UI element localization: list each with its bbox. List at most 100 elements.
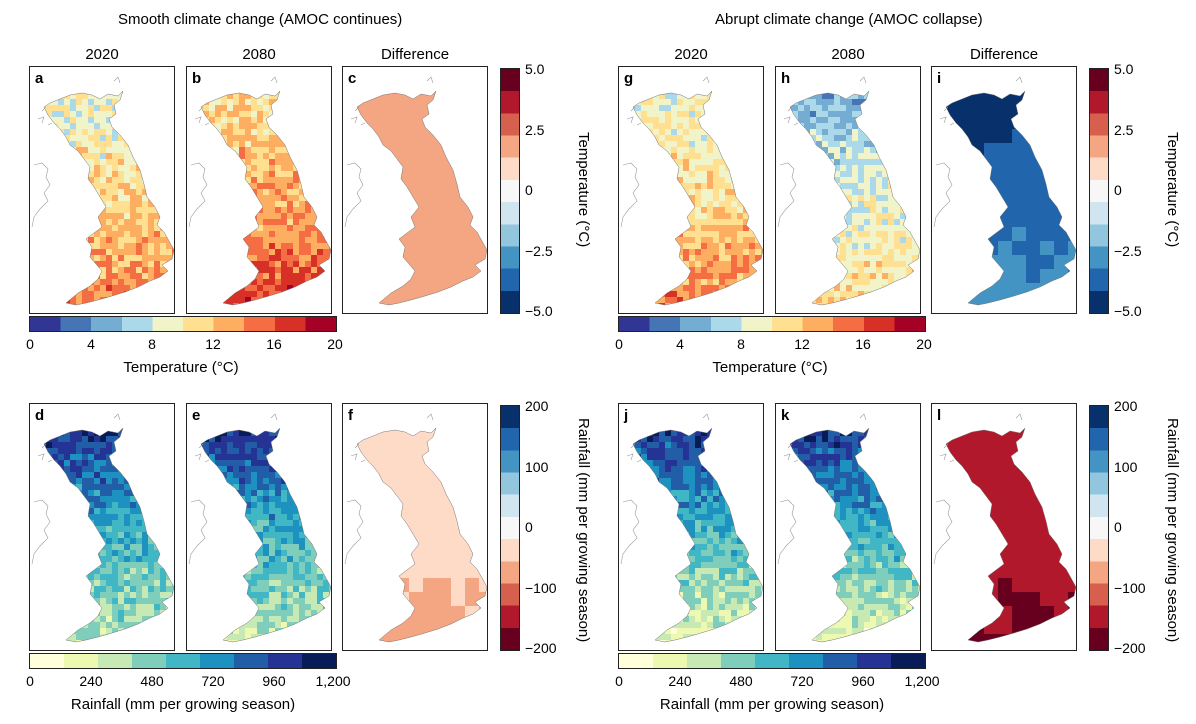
tick-16: 16 xyxy=(855,336,871,352)
panel-label-k: k xyxy=(781,407,790,424)
panel-l-rainfall-difference-abrupt: l xyxy=(931,403,1077,651)
ireland-outline xyxy=(188,499,208,565)
islands-outline xyxy=(37,76,121,126)
tick-0: 0 xyxy=(1114,519,1122,535)
tick-minus-100: −100 xyxy=(1114,580,1146,596)
panel-d-rainfall-2020-smooth: d xyxy=(29,403,175,651)
islands-outline xyxy=(350,76,434,126)
tick-5.0: 5.0 xyxy=(525,61,545,77)
britain-coastline xyxy=(200,90,331,306)
tick-200: 200 xyxy=(1114,398,1138,414)
islands-outline xyxy=(350,413,434,463)
tick-4: 4 xyxy=(676,336,684,352)
tick-minus-5.0: −5.0 xyxy=(525,303,553,319)
ireland-outline xyxy=(777,162,797,228)
tick-20: 20 xyxy=(916,336,932,352)
tick-minus-200: −200 xyxy=(525,640,557,656)
britain-coastline xyxy=(43,427,174,643)
panel-e-rainfall-2080-smooth: e xyxy=(186,403,332,651)
panel-label-j: j xyxy=(624,407,629,424)
col-header-difference-right: Difference xyxy=(969,46,1039,63)
panel-k-rainfall-2080-abrupt: k xyxy=(775,403,921,651)
britain-coastline xyxy=(945,427,1076,643)
rainfall-difference-title-left: Rainfall (mm per growing season) xyxy=(575,418,592,643)
britain-coastline xyxy=(200,427,331,643)
tick-minus-2.5: −2.5 xyxy=(525,243,553,259)
tick-minus-200: −200 xyxy=(1114,640,1146,656)
tick-8: 8 xyxy=(737,336,745,352)
tick-100: 100 xyxy=(1114,459,1138,475)
map-fill xyxy=(201,91,331,305)
tick-12: 12 xyxy=(794,336,810,352)
left-figure-title: Smooth climate change (AMOC continues) xyxy=(118,11,403,28)
rainfall-colorbar-right xyxy=(618,653,926,669)
tick-4: 4 xyxy=(87,336,95,352)
tick-2.5: 2.5 xyxy=(1114,122,1134,138)
tick-480: 480 xyxy=(729,673,753,689)
tick-0: 0 xyxy=(615,673,623,689)
ireland-outline xyxy=(31,499,51,565)
tick-minus-5.0: −5.0 xyxy=(1114,303,1142,319)
islands-outline xyxy=(194,76,278,126)
rainfall-colorbar-left xyxy=(29,653,337,669)
tick-0: 0 xyxy=(26,336,34,352)
temperature-colorbar-title-right: Temperature (°C) xyxy=(712,359,828,376)
panel-label-e: e xyxy=(192,407,201,424)
rainfall-colorbar-title-right: Rainfall (mm per growing season) xyxy=(659,696,885,713)
tick-16: 16 xyxy=(266,336,282,352)
tick-8: 8 xyxy=(148,336,156,352)
right-figure-title: Abrupt climate change (AMOC collapse) xyxy=(715,11,983,28)
tick-20: 20 xyxy=(327,336,343,352)
islands-outline xyxy=(939,76,1023,126)
britain-coastline xyxy=(789,90,920,306)
panel-label-h: h xyxy=(781,70,791,87)
map-fill xyxy=(946,428,1076,642)
ireland-outline xyxy=(188,162,208,228)
col-header-2020-left: 2020 xyxy=(85,46,119,63)
panel-label-b: b xyxy=(192,70,202,87)
panel-label-i: i xyxy=(937,70,942,87)
islands-outline xyxy=(783,76,867,126)
tick-0: 0 xyxy=(1114,182,1122,198)
tick-240: 240 xyxy=(79,673,103,689)
panel-i-temperature-difference-abrupt: i xyxy=(931,66,1077,314)
tick-960: 960 xyxy=(851,673,875,689)
col-header-2080-left: 2080 xyxy=(242,46,276,63)
britain-coastline xyxy=(632,90,763,306)
tick-2.5: 2.5 xyxy=(525,122,545,138)
map-fill xyxy=(201,428,331,642)
panel-label-l: l xyxy=(937,407,942,424)
rainfall-difference-title-right: Rainfall (mm per growing season) xyxy=(1164,418,1181,643)
rainfall-difference-colorbar-right xyxy=(1089,405,1109,651)
islands-outline xyxy=(37,413,121,463)
tick-0: 0 xyxy=(525,519,533,535)
tick-1200: 1,200 xyxy=(904,673,940,689)
map-fill xyxy=(633,428,763,642)
temperature-difference-title-left: Temperature (°C) xyxy=(575,132,592,248)
panel-f-rainfall-difference-smooth: f xyxy=(342,403,488,651)
tick-0: 0 xyxy=(615,336,623,352)
tick-0: 0 xyxy=(26,673,34,689)
tick-720: 720 xyxy=(201,673,225,689)
col-header-2080-right: 2080 xyxy=(831,46,865,63)
britain-coastline xyxy=(356,90,487,306)
panel-j-rainfall-2020-abrupt: j xyxy=(618,403,764,651)
rainfall-colorbar-title-left: Rainfall (mm per growing season) xyxy=(70,696,296,713)
panel-label-g: g xyxy=(624,70,634,87)
ireland-outline xyxy=(344,499,364,565)
britain-coastline xyxy=(789,427,920,643)
panel-b-temperature-2080-smooth: b xyxy=(186,66,332,314)
ireland-outline xyxy=(933,162,953,228)
britain-coastline xyxy=(945,90,1076,306)
map-fill xyxy=(946,91,1076,305)
islands-outline xyxy=(194,413,278,463)
islands-outline xyxy=(626,76,710,126)
panel-a-temperature-2020-smooth: a xyxy=(29,66,175,314)
ireland-outline xyxy=(620,499,640,565)
islands-outline xyxy=(939,413,1023,463)
ireland-outline xyxy=(620,162,640,228)
britain-coastline xyxy=(632,427,763,643)
tick-1200: 1,200 xyxy=(315,673,351,689)
tick-minus-100: −100 xyxy=(525,580,557,596)
panel-label-c: c xyxy=(348,70,357,87)
